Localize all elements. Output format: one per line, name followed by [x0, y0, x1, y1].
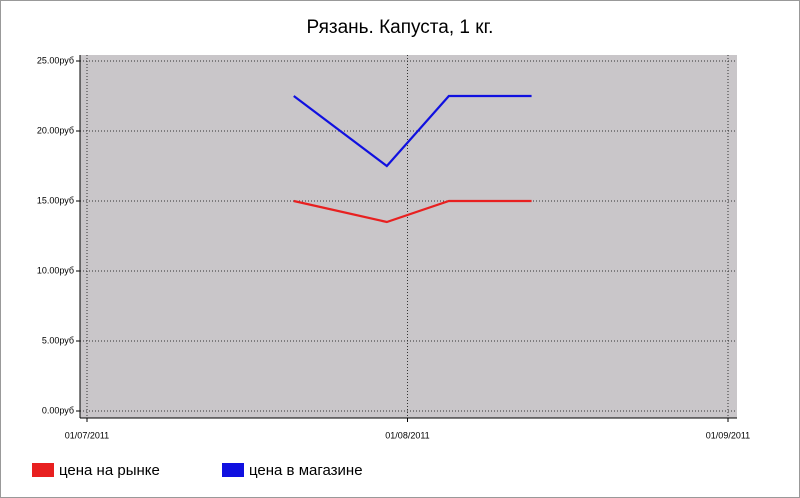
legend-label: цена в магазине [249, 462, 363, 479]
y-tick-label: 25.00руб [37, 55, 74, 65]
plot-area [80, 55, 737, 418]
x-tick-label: 01/09/2011 [706, 430, 750, 440]
y-tick-label: 10.00руб [37, 265, 74, 275]
legend-swatch [32, 463, 54, 477]
y-tick-label: 20.00руб [37, 125, 74, 135]
y-tick-label: 5.00руб [42, 335, 74, 345]
legend-label: цена на рынке [59, 462, 160, 479]
x-tick-label: 01/08/2011 [385, 430, 429, 440]
legend-swatch [222, 463, 244, 477]
series-line [293, 199, 532, 224]
y-tick-label: 0.00руб [42, 405, 74, 415]
x-tick-label: 01/07/2011 [65, 430, 109, 440]
chart-title: Рязань. Капуста, 1 кг. [307, 17, 494, 38]
y-tick-label: 15.00руб [37, 195, 74, 205]
series-line [293, 94, 532, 168]
